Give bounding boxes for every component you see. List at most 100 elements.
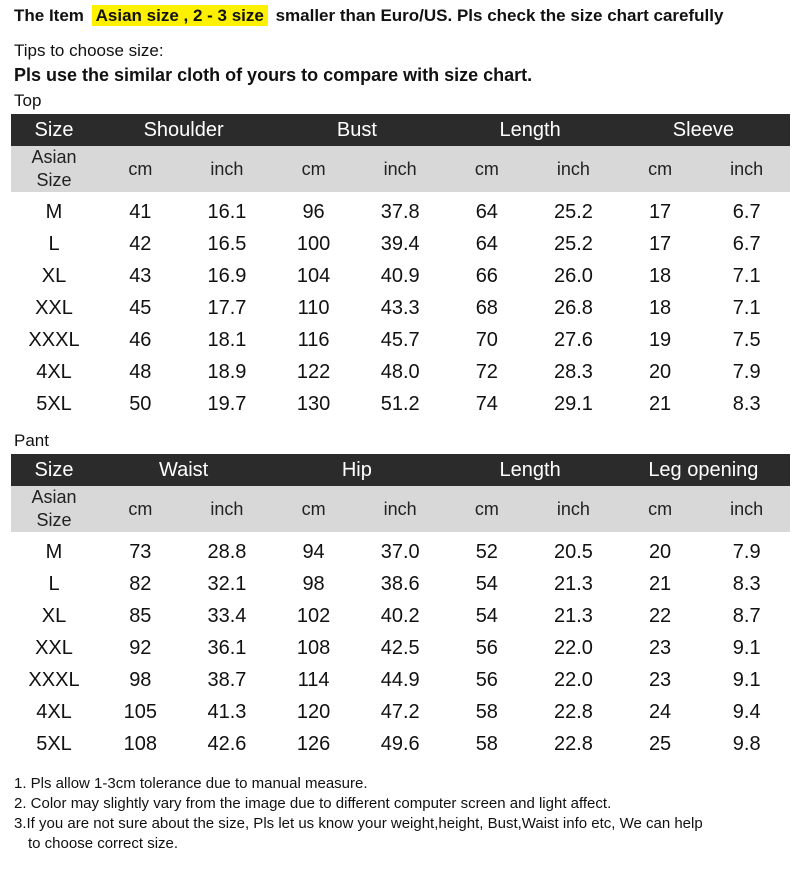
size-cell: 4XL	[36, 360, 72, 383]
measure-cell: 52	[475, 540, 498, 563]
measure-cell: 98	[302, 572, 325, 595]
unit-header: cm	[443, 486, 531, 532]
measure-cell: 25	[648, 732, 672, 755]
asian-size-line1: Asian	[31, 147, 77, 167]
measure-cell: 72	[475, 360, 498, 383]
measure-cell: 51.2	[380, 392, 420, 415]
measure-cell: 19.7	[207, 392, 247, 415]
size-cell: XXXL	[28, 668, 80, 691]
headline-suffix: smaller than Euro/US. Pls check the size…	[275, 6, 724, 25]
measure-cell: 24	[648, 700, 672, 723]
measure-cell: 16.5	[207, 232, 247, 255]
measure-cell: 38.6	[380, 572, 420, 595]
pant-group-header-row: Size Waist Hip Length Leg opening	[11, 454, 790, 486]
measure-cell: 70	[475, 328, 498, 351]
measure-cell: 19	[648, 328, 672, 351]
table-row: 5XL 108 42.6 126 49.6 58 22.8 25 9.8	[11, 728, 790, 760]
measure-cell: 22.8	[553, 732, 593, 755]
measure-cell: 6.7	[732, 200, 761, 223]
measure-cell: 40.2	[380, 604, 420, 627]
top-group-header: Sleeve	[616, 114, 790, 146]
measure-cell: 54	[475, 572, 498, 595]
pant-group-header: Hip	[270, 454, 444, 486]
headline-prefix: The Item	[14, 6, 84, 25]
measure-cell: 108	[123, 732, 157, 755]
headline-highlight: Asian size , 2 - 3 size	[91, 5, 268, 26]
size-cell: XXXL	[28, 328, 80, 351]
unit-header: cm	[443, 146, 531, 192]
measure-cell: 26.0	[553, 264, 593, 287]
measure-cell: 45.7	[380, 328, 420, 351]
unit-header: cm	[616, 486, 704, 532]
measure-cell: 28.8	[207, 540, 247, 563]
measure-cell: 92	[129, 636, 152, 659]
measure-cell: 27.6	[553, 328, 593, 351]
measure-cell: 108	[296, 636, 331, 659]
measure-cell: 7.9	[732, 540, 761, 563]
measure-cell: 23	[648, 668, 672, 691]
measure-cell: 16.1	[207, 200, 247, 223]
measure-cell: 54	[475, 604, 498, 627]
measure-cell: 74	[475, 392, 498, 415]
unit-header: inch	[183, 486, 271, 532]
measure-cell: 48.0	[380, 360, 420, 383]
measure-cell: 21	[648, 572, 672, 595]
measure-cell: 44.9	[380, 668, 420, 691]
top-size-header: Size	[11, 114, 97, 146]
measure-cell: 94	[302, 540, 325, 563]
top-table-body: M 41 16.1 96 37.8 64 25.2 17 6.7 L 42 16.5 100 39.4 64…	[11, 192, 790, 420]
measure-cell: 29.1	[553, 392, 593, 415]
table-row: 5XL 50 19.7 130 51.2 74 29.1 21 8.3	[11, 388, 790, 420]
unit-header: inch	[356, 146, 444, 192]
unit-header: cm	[616, 146, 704, 192]
tips-heading: Tips to choose size:	[14, 41, 164, 60]
table-row: XXL 92 36.1 108 42.5 56 22.0 23 9.1	[11, 632, 790, 664]
measure-cell: 6.7	[732, 232, 761, 255]
measure-cell: 22.0	[553, 636, 593, 659]
size-cell: L	[48, 572, 60, 595]
pant-size-table: Size Waist Hip Length Leg opening Asian …	[11, 454, 790, 760]
measure-cell: 8.7	[732, 604, 761, 627]
measure-cell: 45	[129, 296, 152, 319]
size-cell: L	[48, 232, 60, 255]
measure-cell: 9.1	[732, 668, 761, 691]
pant-table-body: M 73 28.8 94 37.0 52 20.5 20 7.9 L 82 32.1 98 38.6 54 2…	[11, 532, 790, 760]
measure-cell: 7.1	[732, 296, 761, 319]
pant-group-header: Length	[443, 454, 617, 486]
unit-header: cm	[97, 486, 184, 532]
pant-asian-size-header: Asian Size	[11, 486, 97, 532]
measure-cell: 46	[129, 328, 152, 351]
pant-group-header: Leg opening	[616, 454, 790, 486]
measure-cell: 110	[297, 296, 330, 319]
measure-cell: 17.7	[207, 296, 247, 319]
table-row: 4XL 105 41.3 120 47.2 58 22.8 24 9.4	[11, 696, 790, 728]
size-cell: XXL	[35, 296, 73, 319]
measure-cell: 120	[296, 700, 331, 723]
asian-size-line1: Asian	[31, 487, 77, 507]
pant-section-label: Pant	[14, 431, 49, 450]
measure-cell: 22	[648, 604, 672, 627]
measure-cell: 17	[648, 200, 672, 223]
measure-cell: 20	[648, 360, 672, 383]
measure-cell: 58	[475, 732, 498, 755]
unit-header: inch	[703, 146, 790, 192]
measure-cell: 64	[475, 232, 498, 255]
measure-cell: 20	[648, 540, 672, 563]
pant-unit-header-row: Asian Size cm inch cm inch cm inch cm in…	[11, 486, 790, 532]
measure-cell: 58	[475, 700, 498, 723]
measure-cell: 17	[648, 232, 672, 255]
unit-header: inch	[183, 146, 271, 192]
measure-cell: 130	[296, 392, 331, 415]
measure-cell: 18	[648, 296, 672, 319]
unit-header: inch	[530, 146, 617, 192]
table-row: XXXL 46 18.1 116 45.7 70 27.6 19 7.5	[11, 324, 790, 356]
measure-cell: 23	[648, 636, 672, 659]
measure-cell: 21	[648, 392, 672, 415]
measure-cell: 122	[296, 360, 331, 383]
measure-cell: 9.1	[732, 636, 761, 659]
table-row: 4XL 48 18.9 122 48.0 72 28.3 20 7.9	[11, 356, 790, 388]
measure-cell: 25.2	[553, 232, 593, 255]
measure-cell: 8.3	[732, 572, 761, 595]
note-help-continued: to choose correct size.	[28, 835, 179, 852]
table-row: XXL 45 17.7 110 43.3 68 26.8 18 7.1	[11, 292, 790, 324]
